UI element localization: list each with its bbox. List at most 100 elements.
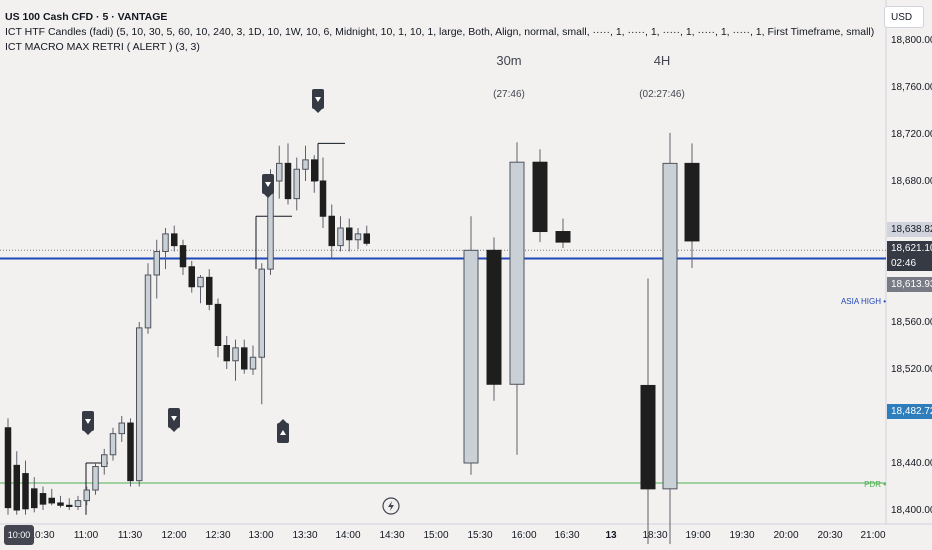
time-axis-label: 12:00 [161,530,187,541]
price-candle[interactable] [92,463,99,495]
candle-body [66,504,73,507]
time-axis-label: 16:00 [511,530,537,541]
price-candle[interactable] [83,486,90,506]
price-candle[interactable] [319,157,327,229]
current-price: 18,621.10 [891,243,932,254]
sell-marker-icon[interactable] [168,408,180,432]
htf-30m-candle[interactable] [463,216,479,475]
candle-body [31,488,38,509]
price-candle[interactable] [22,460,29,515]
candle-timer: 02:46 [891,258,917,269]
price-candle[interactable] [144,263,152,334]
time-axis-label: 20:00 [773,530,799,541]
sell-marker-icon[interactable] [262,174,274,198]
flash-icon[interactable] [382,497,400,515]
candle-body [13,464,20,511]
price-axis-label: 18,560.00 [891,317,932,328]
price-candle[interactable] [223,336,230,369]
price-candle[interactable] [136,322,143,487]
currency-button[interactable]: USD [884,6,924,28]
chart-legend: US 100 Cash CFD · 5 · VANTAGE ICT HTF Ca… [5,10,874,55]
price-candle[interactable] [39,486,47,511]
candle-body [39,493,47,505]
candle-body [109,433,117,456]
price-candle[interactable] [337,216,344,252]
candle-body [136,327,143,482]
candle-body [74,500,82,507]
price-candle[interactable] [197,275,204,304]
price-candle[interactable] [13,451,20,515]
htf-30m-candle[interactable] [509,142,525,455]
marker-arrow [265,182,271,187]
price-candle[interactable] [249,345,257,375]
price-candle[interactable] [214,298,222,358]
time-axis-label: 15:30 [467,530,493,541]
price-candle[interactable] [363,225,370,246]
candle-body [662,162,678,490]
candle-body [197,276,204,288]
price-candle[interactable] [118,416,125,442]
htf-30m-timer: (27:46) [493,89,525,100]
price-candle[interactable] [311,155,318,193]
price-candle[interactable] [284,143,292,205]
tradingview-logo[interactable]: 10:00 [4,525,34,545]
candle-body [92,466,99,491]
price-candle[interactable] [354,228,362,250]
price-candle[interactable] [74,495,82,510]
buy-marker-icon[interactable] [277,419,289,443]
time-axis-label: 21:00 [860,530,886,541]
price-candle[interactable] [328,204,335,258]
price-candle[interactable] [171,225,178,252]
price-candle[interactable] [127,418,134,487]
price-candle[interactable] [276,145,283,199]
price-candle[interactable] [31,477,38,513]
htf-30m-candle[interactable] [555,218,571,248]
htf-4h-candle[interactable] [684,143,700,268]
marker-arrow [85,419,91,424]
price-candle[interactable] [57,495,64,508]
price-candle[interactable] [4,418,12,515]
candle-body [249,356,257,370]
price-axis-label: 18,520.00 [891,364,932,375]
time-axis-label: 12:30 [205,530,231,541]
price-candle[interactable] [162,228,169,270]
candle-body [206,276,213,305]
price-candle[interactable] [206,269,213,311]
price-candle[interactable] [293,157,300,211]
htf-30m-candle[interactable] [532,149,548,243]
indicator-htf-candles[interactable]: ICT HTF Candles (fadi) (5, 10, 30, 5, 60… [5,26,875,38]
marker-tip [264,194,272,198]
candle-body [118,422,125,435]
indicator-macro-max[interactable]: ICT MACRO MAX RETRI ( ALERT ) (3, 3) [5,41,200,53]
price-candle[interactable] [188,260,195,293]
macro-range-line [317,142,345,181]
price-candle[interactable] [153,239,160,299]
time-axis-label: 11:30 [117,530,143,541]
candle-body [293,168,300,200]
time-axis-label: 19:30 [729,530,755,541]
htf-4h-candle[interactable] [640,278,656,545]
candle-body [258,268,265,358]
price-candle[interactable] [109,427,117,461]
price-candle[interactable] [346,218,353,252]
sell-marker-icon[interactable] [82,411,94,435]
price-candle[interactable] [179,239,187,275]
sell-marker-icon[interactable] [312,89,324,113]
price-candle[interactable] [302,145,309,181]
candle-body [532,161,548,233]
htf-30m-candle[interactable] [486,237,502,401]
asia-high-label: ASIA HIGH • [840,297,886,306]
price-candle[interactable] [66,498,73,510]
price-candle[interactable] [232,339,239,381]
htf-4h-candle[interactable] [662,132,678,545]
marker-tip [279,419,287,423]
price-candle[interactable] [48,488,55,506]
marker-tip [84,431,92,435]
price-candle[interactable] [241,339,248,374]
candle-body [302,159,309,170]
symbol-title[interactable]: US 100 Cash CFD · 5 · VANTAGE [5,11,168,23]
price-candle[interactable] [101,448,108,475]
price-candle[interactable] [258,263,265,405]
candle-body [328,215,335,247]
